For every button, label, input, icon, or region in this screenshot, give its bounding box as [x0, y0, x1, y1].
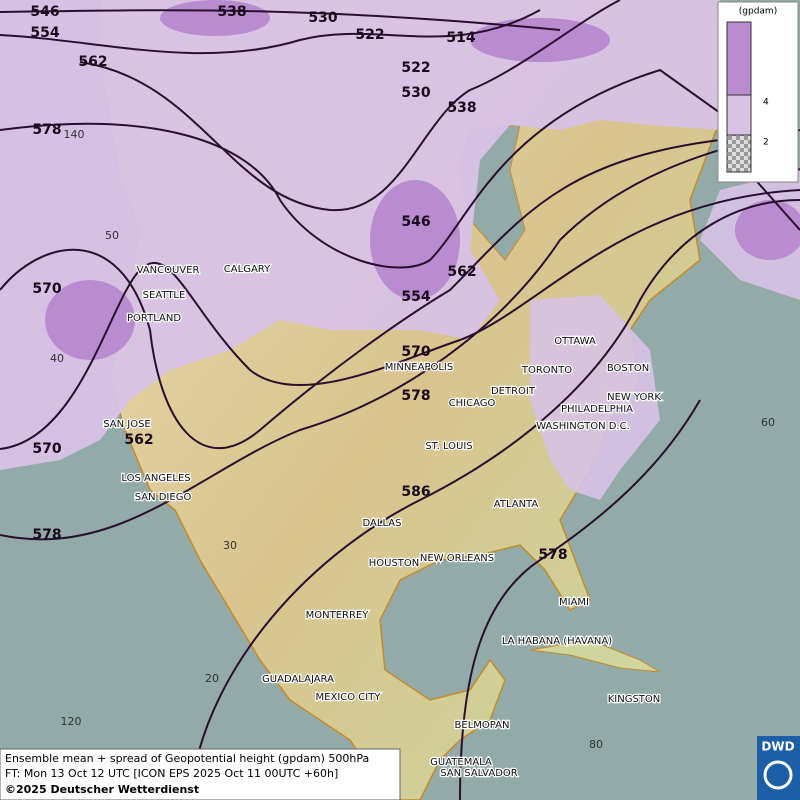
city-label: PORTLAND — [127, 313, 181, 324]
city-label: HOUSTON — [369, 558, 420, 569]
graticule-label: 80 — [589, 738, 603, 751]
graticule-label: 30 — [223, 539, 237, 552]
cuba — [529, 639, 661, 673]
contour-label: 522 — [355, 27, 384, 43]
city-label: CALGARY — [224, 264, 271, 275]
contour-label: 562 — [78, 54, 107, 70]
city-label: DALLAS — [363, 518, 402, 529]
contour-label: 514 — [446, 30, 475, 46]
contour-label: 586 — [401, 484, 430, 500]
legend-swatch — [726, 21, 752, 96]
city-label: MEXICO CITY — [316, 692, 382, 703]
city-label: GUADALAJARA — [262, 674, 334, 685]
city-label: NEW ORLEANS — [420, 553, 494, 564]
contour-label: 538 — [447, 100, 476, 116]
city-label: PHILADELPHIA — [561, 404, 633, 415]
city-label: SEATTLE — [143, 290, 186, 301]
logo-icon — [763, 760, 793, 790]
contour-label: 578 — [401, 388, 430, 404]
contour-label: 570 — [32, 281, 61, 297]
city-label: MIAMI — [559, 597, 589, 608]
city-label: ATLANTA — [494, 499, 539, 510]
contour-label: 578 — [32, 527, 61, 543]
city-label: SAN JOSE — [103, 419, 151, 430]
city-label: LA HABANA (HAVANA) — [502, 636, 612, 647]
graticule-label: 20 — [205, 672, 219, 685]
contour-label: 522 — [401, 60, 430, 76]
footer-box — [0, 748, 401, 800]
contour-label: 570 — [401, 344, 430, 360]
spread-light — [0, 0, 720, 470]
spread-dark — [160, 0, 270, 36]
spread-dark — [45, 280, 135, 360]
spread-dark — [470, 18, 610, 62]
footer-text: ©2025 Deutscher Wetterdienst — [5, 783, 199, 796]
city-label: GUATEMALA — [430, 757, 492, 768]
contour-label: 530 — [308, 10, 337, 26]
spread-light-east — [530, 295, 660, 500]
legend: (gpdam) 4 2 — [717, 1, 799, 183]
logo-text: DWD — [761, 740, 794, 754]
contour-label: 562 — [447, 264, 476, 280]
contour-label: 546 — [30, 4, 59, 20]
legend-swatch — [726, 134, 752, 173]
legend-label: 4 — [763, 98, 769, 108]
city-label: ST. LOUIS — [425, 441, 472, 452]
city-label: OTTAWA — [554, 336, 596, 347]
contour-label: 546 — [401, 214, 430, 230]
contour-label: 578 — [32, 122, 61, 138]
city-label: CHICAGO — [449, 398, 496, 409]
contour-label: 562 — [124, 432, 153, 448]
city-label: TORONTO — [521, 365, 572, 376]
city-label: WASHINGTON D.C. — [536, 421, 630, 432]
city-label: KINGSTON — [608, 694, 661, 705]
spread-dark — [370, 180, 460, 300]
graticule-label: 140 — [64, 128, 85, 141]
footer-text: FT: Mon 13 Oct 12 UTC [ICON EPS 2025 Oct… — [5, 767, 338, 780]
city-label: MINNEAPOLIS — [385, 362, 453, 373]
contour-label: 538 — [217, 4, 246, 20]
legend-unit: (gpdam) — [739, 7, 777, 17]
contour-label: 554 — [30, 25, 59, 41]
graticule-label: 120 — [61, 715, 82, 728]
city-label: BELMOPAN — [455, 720, 510, 731]
legend-swatch — [726, 94, 752, 136]
city-label: BOSTON — [607, 363, 649, 374]
graticule-label: 60 — [761, 416, 775, 429]
contour-label: 530 — [401, 85, 430, 101]
footer-text: Ensemble mean + spread of Geopotential h… — [5, 752, 369, 765]
city-label: LOS ANGELES — [121, 473, 190, 484]
contour-label: 554 — [401, 289, 430, 305]
graticule-label: 40 — [50, 352, 64, 365]
city-label: SAN DIEGO — [135, 492, 192, 503]
contour-label: 570 — [32, 441, 61, 457]
city-label: NEW YORK — [607, 392, 661, 403]
city-label: MONTERREY — [306, 610, 370, 621]
city-label: SAN SALVADOR — [440, 768, 517, 779]
graticule-label: 50 — [105, 229, 119, 242]
city-label: VANCOUVER — [137, 265, 200, 276]
legend-label: 2 — [763, 138, 769, 148]
contour-label: 578 — [538, 547, 567, 563]
spread-dark — [735, 200, 800, 260]
city-label: DETROIT — [491, 386, 536, 397]
